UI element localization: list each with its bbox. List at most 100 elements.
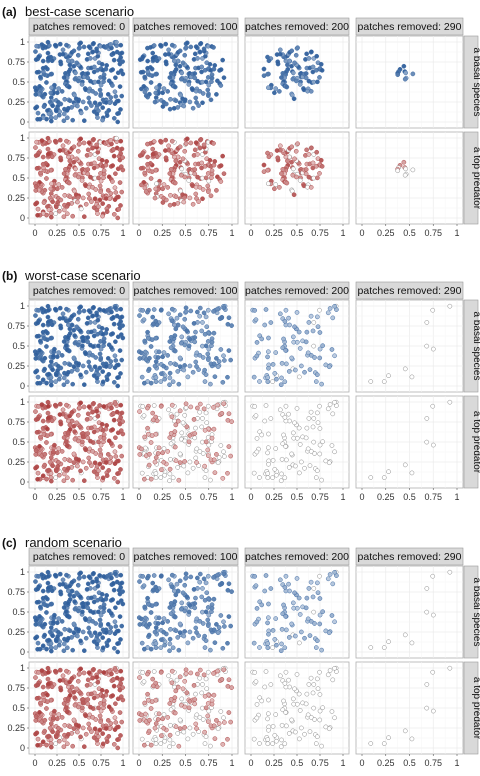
y-tick-label: 0.25: [7, 457, 25, 467]
patch-point: [203, 439, 209, 445]
patch-point: [252, 308, 258, 313]
patch-point: [151, 573, 157, 578]
x-tick-label: 0.75: [92, 758, 110, 768]
patch-point: [58, 59, 63, 65]
patch-point: [277, 311, 283, 317]
patch-point: [181, 463, 187, 469]
patch-point: [99, 687, 105, 693]
patch-point: [178, 92, 184, 98]
patch-point: [33, 635, 38, 641]
patch-point: [222, 358, 227, 363]
patch-point: [274, 642, 279, 648]
patch-point: [183, 671, 189, 677]
patch-point: [61, 171, 67, 176]
patch-point: [90, 409, 96, 415]
patch-point: [190, 731, 196, 737]
patch-point: [120, 71, 126, 77]
patch-point: [119, 623, 125, 629]
x-tick-label: 0.75: [200, 758, 218, 768]
patch-point: [103, 726, 109, 731]
patch-point: [162, 738, 168, 744]
patch-point: [424, 705, 430, 711]
y-tick-label: 0.5: [12, 341, 25, 351]
patch-point: [45, 330, 50, 336]
patch-point: [45, 404, 51, 409]
patch-point: [141, 583, 147, 589]
patch-point: [153, 318, 159, 324]
patch-point: [214, 452, 219, 457]
patch-point: [109, 671, 114, 677]
patch-point: [302, 635, 307, 641]
patch-point: [205, 339, 211, 344]
patch-point: [71, 355, 77, 361]
patch-point: [114, 135, 119, 141]
patch-point: [329, 443, 335, 448]
patch-point: [168, 441, 174, 447]
patch-point: [187, 603, 193, 608]
patch-point: [117, 591, 123, 597]
patch-point: [211, 309, 216, 314]
patch-point: [104, 739, 110, 745]
patch-point: [173, 592, 179, 598]
patch-point: [81, 478, 87, 484]
patch-point: [170, 475, 176, 481]
patch-point: [220, 57, 226, 63]
patch-point: [96, 705, 101, 711]
patch-point: [193, 140, 199, 146]
patch-point: [64, 572, 69, 578]
patch-point: [308, 184, 314, 190]
patch-point: [215, 726, 221, 732]
patch-point: [106, 704, 112, 710]
patch-point: [252, 574, 258, 579]
patch-point: [98, 612, 104, 618]
patch-point: [177, 63, 183, 69]
patch-point: [85, 147, 91, 153]
patch-point: [53, 475, 58, 480]
patch-point: [172, 429, 178, 434]
patch-point: [153, 186, 159, 192]
patch-point: [266, 631, 271, 637]
patch-point: [71, 159, 77, 165]
facet-panel: [244, 35, 350, 129]
patch-point: [395, 168, 401, 174]
patch-point: [196, 103, 201, 108]
patch-point: [177, 159, 183, 165]
patch-point: [188, 404, 194, 410]
patch-point: [325, 576, 331, 582]
patch-point: [46, 151, 51, 157]
patch-point: [215, 572, 220, 578]
patch-point: [186, 705, 192, 711]
patch-point: [202, 741, 208, 746]
patch-point: [284, 180, 290, 186]
patch-point: [307, 729, 313, 734]
patch-point: [67, 692, 73, 698]
patch-point: [104, 643, 110, 649]
patch-point: [141, 646, 147, 652]
patch-point: [45, 337, 50, 343]
patch-point: [203, 468, 209, 474]
patch-point: [33, 92, 39, 97]
patch-point: [34, 429, 40, 435]
patch-point: [183, 405, 189, 411]
patch-point: [40, 58, 46, 64]
patch-point: [139, 374, 145, 380]
x-tick-label: 0: [136, 228, 141, 238]
patch-point: [202, 729, 207, 735]
patch-point: [147, 451, 152, 457]
patch-point: [101, 404, 107, 409]
patch-point: [75, 103, 80, 109]
patch-point: [282, 475, 288, 481]
patch-point: [46, 467, 52, 473]
patch-point: [197, 675, 203, 681]
patch-point: [110, 163, 116, 168]
patch-point: [75, 412, 81, 418]
patch-point: [148, 610, 154, 615]
patch-point: [74, 324, 80, 330]
patch-point: [62, 192, 68, 198]
patch-point: [40, 418, 46, 424]
patch-point: [327, 668, 333, 673]
patch-point: [315, 686, 321, 692]
patch-point: [368, 645, 374, 650]
patch-point: [254, 436, 260, 441]
x-tick-label: 0.25: [265, 492, 283, 502]
